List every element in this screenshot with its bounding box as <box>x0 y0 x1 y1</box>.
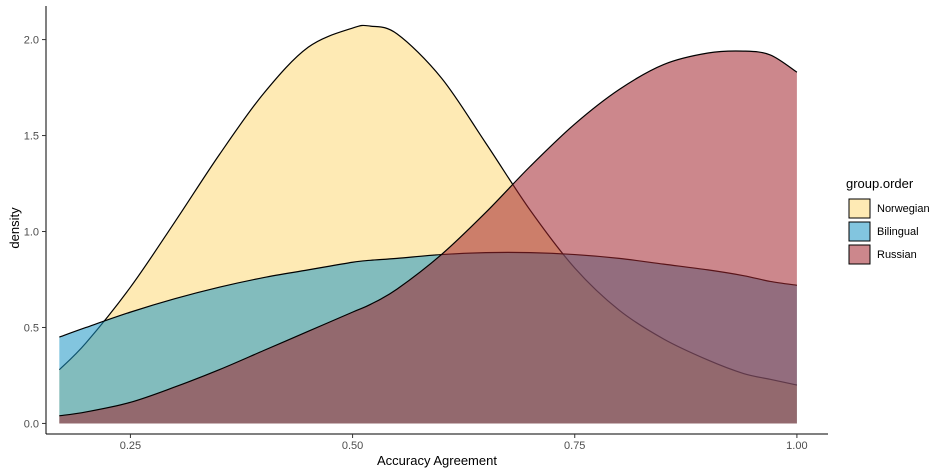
x-tick-label: 0.25 <box>120 440 141 452</box>
axes: 0.25 0.50 0.75 1.00 0.0 0.5 1.0 1.5 2.0 <box>24 6 828 452</box>
y-tick-label: 2.0 <box>24 35 39 47</box>
legend-key-bilingual <box>848 221 871 242</box>
legend-key-norwegian <box>848 198 871 219</box>
x-tick-label: 0.50 <box>342 440 363 452</box>
y-tick-label: 1.0 <box>24 227 39 239</box>
plot-area <box>58 24 798 424</box>
x-ticks: 0.25 0.50 0.75 1.00 <box>120 434 808 452</box>
legend-label-norwegian: Norwegian <box>877 203 930 215</box>
legend-title: group.order <box>846 176 914 191</box>
y-ticks: 0.0 0.5 1.0 1.5 2.0 <box>24 35 46 430</box>
x-tick-label: 0.75 <box>564 440 585 452</box>
x-axis-title: Accuracy Agreement <box>377 453 497 468</box>
y-tick-label: 0.5 <box>24 322 39 334</box>
legend-label-bilingual: Bilingual <box>877 226 919 238</box>
legend-label-russian: Russian <box>877 249 917 261</box>
y-tick-label: 1.5 <box>24 131 39 143</box>
y-axis-title: density <box>7 207 22 249</box>
legend: group.order Norwegian Bilingual Russian <box>846 176 930 265</box>
y-tick-label: 0.0 <box>24 418 39 430</box>
density-line-russian <box>59 50 798 417</box>
legend-key-russian <box>848 244 871 265</box>
x-tick-label: 1.00 <box>786 440 807 452</box>
density-area-russian <box>59 50 797 424</box>
